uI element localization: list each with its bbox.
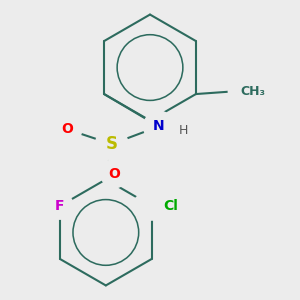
Text: O: O — [61, 122, 74, 136]
Text: H: H — [179, 124, 188, 137]
Text: O: O — [109, 167, 121, 181]
Ellipse shape — [143, 111, 174, 142]
Text: F: F — [55, 199, 65, 213]
Text: S: S — [106, 135, 118, 153]
Ellipse shape — [133, 192, 171, 220]
Ellipse shape — [47, 193, 73, 219]
Ellipse shape — [174, 118, 197, 141]
Ellipse shape — [100, 159, 129, 188]
Text: N: N — [153, 119, 165, 134]
Text: CH₃: CH₃ — [240, 85, 265, 98]
Ellipse shape — [95, 128, 128, 160]
Ellipse shape — [53, 115, 82, 143]
Ellipse shape — [228, 77, 267, 105]
Text: Cl: Cl — [164, 199, 178, 213]
